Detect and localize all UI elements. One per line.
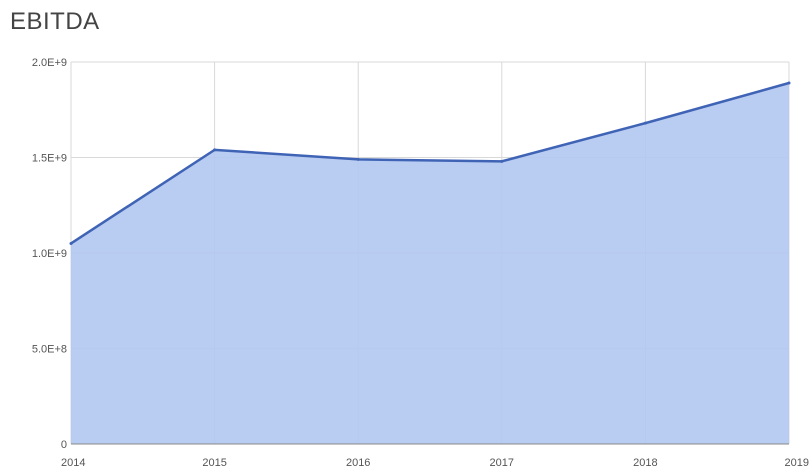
x-tick-label: 2015: [202, 457, 226, 469]
y-tick-label: 0: [61, 439, 67, 451]
data-point: [213, 148, 217, 152]
y-tick-label: 1.0E+9: [32, 248, 67, 260]
data-point: [500, 159, 504, 163]
y-tick-label: 1.5E+9: [32, 153, 67, 165]
data-point: [787, 81, 791, 85]
y-tick-label: 5.0E+8: [32, 344, 67, 356]
series-area-group: [69, 81, 791, 444]
y-tick-label: 2.0E+9: [32, 57, 67, 69]
x-tick-label: 2017: [490, 457, 514, 469]
x-tick-label: 2014: [61, 457, 85, 469]
data-point: [69, 241, 73, 245]
x-tick-label: 2016: [346, 457, 370, 469]
data-point: [356, 157, 360, 161]
series-area-fill: [71, 83, 789, 444]
tick-labels: 0 5.0E+8 1.0E+9 1.5E+9 2.0E+9 2014 2015 2016 201…: [32, 57, 809, 469]
x-tick-label: 2018: [633, 457, 657, 469]
chart-title: EBITDA: [10, 8, 100, 35]
data-point: [643, 121, 647, 125]
series-line: [70, 81, 790, 245]
x-tick-label: 2019: [785, 457, 809, 469]
